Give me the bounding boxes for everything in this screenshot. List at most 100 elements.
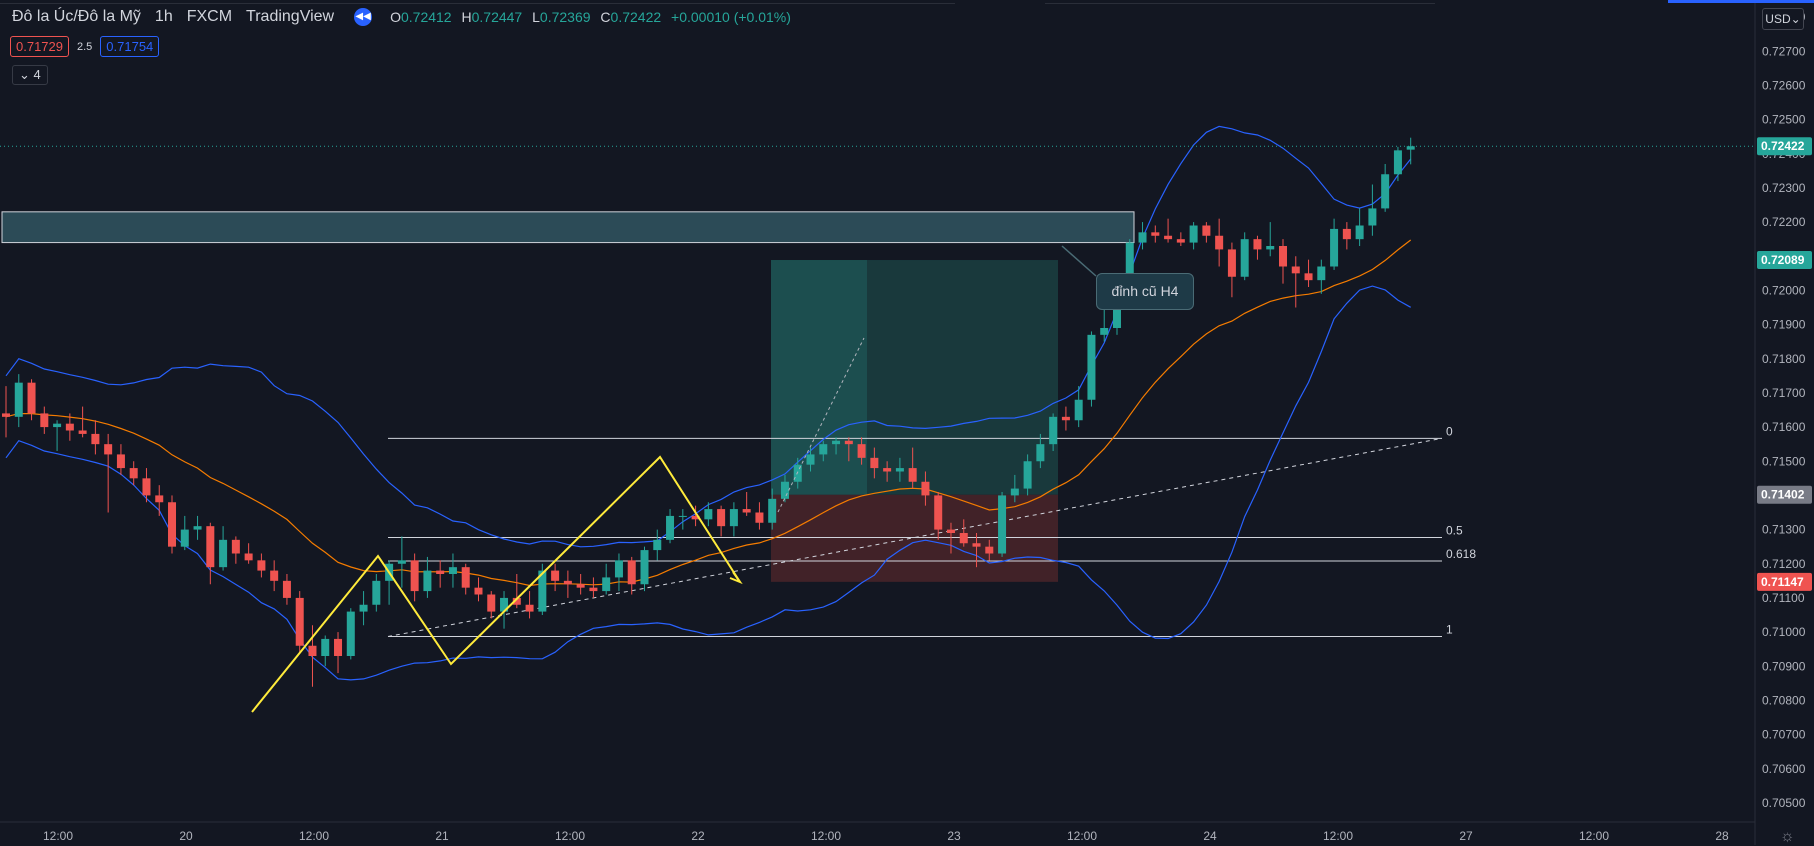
price-tick-label: 0.72000: [1762, 283, 1806, 297]
candle-body: [423, 570, 432, 592]
candle-body: [155, 495, 164, 503]
fibonacci-retracement: 0 0.5 0.618 1: [387, 424, 1476, 638]
candle-body: [1240, 239, 1249, 277]
candle-body: [538, 570, 547, 612]
candle-body: [2, 413, 10, 417]
candle-body: [895, 468, 904, 472]
candle-body: [1355, 225, 1364, 240]
candle-body: [563, 580, 572, 585]
candle-body: [525, 604, 534, 612]
candle-body: [1317, 266, 1326, 281]
time-tick-label: 24: [1203, 829, 1217, 843]
candle-body: [448, 567, 457, 574]
candle-body: [14, 382, 23, 417]
currency-selector[interactable]: USD⌄: [1762, 8, 1804, 30]
candle-body: [231, 539, 240, 554]
fib-level-label: 1: [1446, 623, 1453, 637]
candle-body: [844, 440, 853, 445]
annotation-callout[interactable]: đỉnh cũ H4: [1096, 273, 1194, 310]
buy-button[interactable]: 0.71754: [100, 36, 160, 57]
candle-body: [729, 509, 738, 527]
candle-body: [1164, 235, 1173, 240]
fib-level-label: 0.618: [1446, 547, 1476, 561]
price-tick-label: 0.71000: [1762, 625, 1806, 639]
candle-body: [512, 597, 521, 605]
candle-body: [1074, 399, 1083, 421]
candle-body: [1023, 461, 1032, 489]
candle-body: [640, 550, 649, 585]
candle-body: [270, 570, 279, 581]
candle-body: [946, 529, 955, 533]
price-axis-badge-label: 0.71147: [1761, 575, 1804, 589]
top-bar-segment-left: [0, 0, 955, 4]
price-axis-badge-label: 0.71402: [1761, 488, 1805, 502]
projection-line: [777, 337, 865, 513]
price-axis-badge-label: 0.72422: [1761, 139, 1805, 153]
candle-body: [768, 498, 777, 523]
candle-body: [282, 580, 291, 598]
candle-body: [461, 567, 470, 588]
candle-body: [921, 481, 930, 496]
candle-body: [1304, 273, 1313, 281]
target-zone: [771, 260, 1058, 495]
price-tick-label: 0.70700: [1762, 728, 1806, 742]
gear-icon[interactable]: ☼: [1780, 828, 1795, 845]
close-value: 0.72422: [610, 9, 662, 25]
candle-body: [691, 515, 700, 520]
drawings: [0, 145, 1755, 713]
time-axis: 12:00 20 12:00 21 12:00 22 12:00 23 12:00 24 12:00…: [0, 821, 1755, 843]
chevron-down-icon: ⌄: [19, 67, 30, 82]
price-axis-badge: [1757, 251, 1812, 270]
interval-label[interactable]: 1h: [154, 8, 173, 25]
indicators: [5, 125, 1412, 681]
candle-body: [40, 413, 49, 428]
candle-body: [1215, 235, 1224, 250]
candle-body: [934, 495, 943, 530]
price-tick-label: 0.71900: [1762, 318, 1806, 332]
candle-body: [870, 457, 879, 469]
candle-body: [487, 594, 496, 612]
candle-body: [321, 638, 330, 656]
candles: [2, 137, 1415, 687]
price-tick-label: 0.72700: [1762, 44, 1806, 58]
candle-body: [219, 539, 228, 568]
candle-body: [193, 526, 202, 530]
candle-body: [1368, 208, 1377, 226]
candle-body: [206, 526, 215, 568]
sell-button[interactable]: 0.71729: [10, 36, 69, 57]
candle-body: [78, 430, 87, 434]
price-tick-label: 0.71600: [1762, 420, 1806, 434]
zigzag-pattern: [251, 455, 741, 713]
candle-body: [1100, 328, 1109, 335]
indicators-toggle-button[interactable]: ⌄ 4: [12, 65, 48, 85]
candle-body: [244, 553, 253, 561]
candle-body: [793, 464, 802, 482]
candle-body: [1279, 246, 1287, 267]
candle-body: [1253, 239, 1262, 250]
candle-body: [755, 512, 764, 523]
replay-icon[interactable]: ◀◀: [354, 8, 373, 26]
bollinger-lower-band: [5, 285, 1411, 681]
candle-body: [704, 509, 713, 520]
price-tick-label: 0.72600: [1762, 78, 1806, 92]
stop-zone: [771, 494, 1058, 582]
symbol-legend[interactable]: Đô la Úc/Đô la Mỹ 1h FXCM TradingView ◀◀…: [12, 8, 791, 26]
price-axis-badge: [1757, 485, 1812, 504]
symbol-name[interactable]: Đô la Úc/Đô la Mỹ: [12, 8, 141, 25]
candle-body: [819, 444, 828, 455]
spread-value: 2.5: [77, 40, 93, 53]
candle-body: [1061, 416, 1070, 421]
candle-body: [91, 433, 100, 445]
candle-body: [666, 515, 675, 540]
time-tick-label: 20: [179, 829, 193, 843]
candle-body: [129, 468, 138, 479]
candle-body: [104, 444, 113, 455]
resistance-zone: [1, 211, 1135, 244]
time-tick-label: 21: [435, 829, 449, 843]
candle-body: [1291, 266, 1300, 274]
candle-body: [500, 597, 509, 612]
candle-body: [1227, 249, 1236, 277]
candle-body: [1202, 225, 1211, 236]
